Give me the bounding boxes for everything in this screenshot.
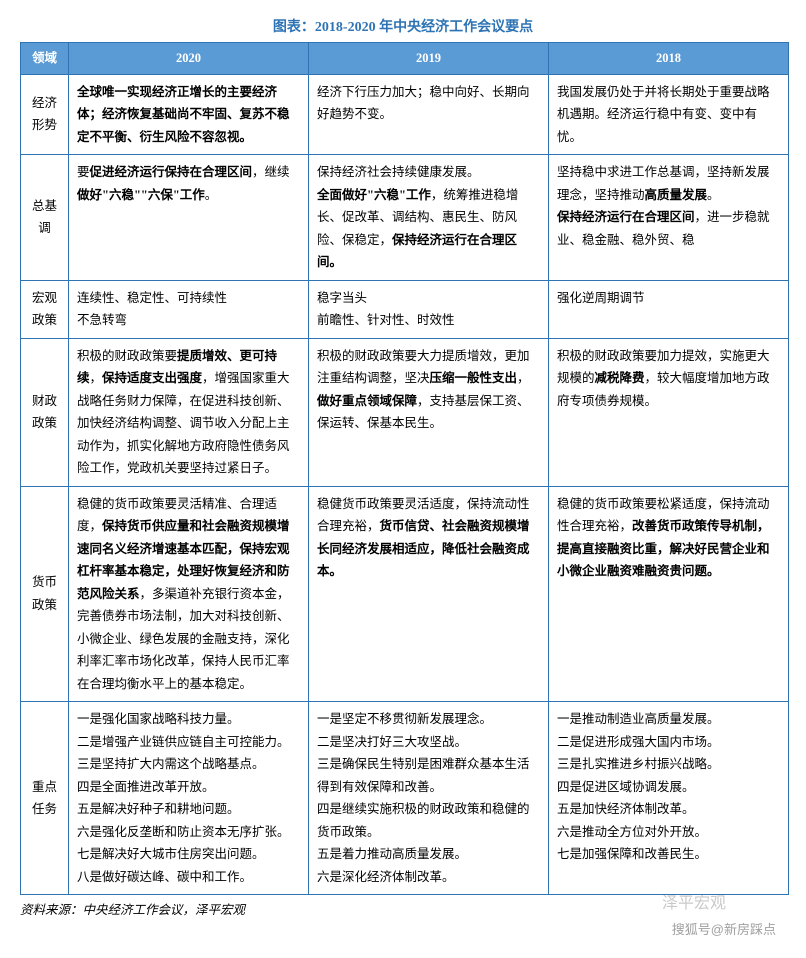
text-segment: 促进经济运行保持在合理区间 — [90, 165, 253, 179]
text-segment: ， — [517, 371, 530, 385]
table-row: 重点任务一是强化国家战略科技力量。二是增强产业链供应链自主可控能力。三是坚持扩大… — [21, 702, 789, 895]
text-segment: 强化逆周期调节 — [557, 291, 645, 305]
text-segment: 六是深化经济体制改革。 — [317, 870, 455, 884]
text-segment: 七是解决好大城市住房突出问题。 — [77, 847, 265, 861]
text-segment: 三是扎实推进乡村振兴战略。 — [557, 757, 720, 771]
text-segment: 一是坚定不移贯彻新发展理念。 — [317, 712, 492, 726]
text-segment: 压缩一般性支出 — [430, 371, 518, 385]
text-segment: 高质量发展 — [645, 188, 708, 202]
text-segment: 三是确保民生特别是困难群众基本生活得到有效保障和改善。 — [317, 757, 530, 794]
text-segment: 不急转弯 — [77, 313, 127, 327]
text-segment: ，继续 — [252, 165, 290, 179]
text-segment: 做好重点领域保障 — [317, 394, 417, 408]
content-cell: 稳健货币政策要灵活适度，保持流动性合理充裕，货币信贷、社会融资规模增长同经济发展… — [309, 486, 549, 702]
content-cell: 要促进经济运行保持在合理区间，继续做好"六稳""六保"工作。 — [69, 155, 309, 281]
table-row: 宏观政策连续性、稳定性、可持续性不急转弯稳字当头前瞻性、针对性、时效性强化逆周期… — [21, 280, 789, 338]
header-row: 领域 2020 2019 2018 — [21, 43, 789, 75]
text-segment: 二是促进形成强大国内市场。 — [557, 735, 720, 749]
text-segment: 连续性、稳定性、可持续性 — [77, 291, 227, 305]
domain-cell: 宏观政策 — [21, 280, 69, 338]
text-segment: ， — [90, 371, 103, 385]
col-header-2020: 2020 — [69, 43, 309, 75]
content-cell: 我国发展仍处于并将长期处于重要战略机遇期。经济运行稳中有变、变中有忧。 — [549, 74, 789, 155]
text-segment: 五是着力推动高质量发展。 — [317, 847, 467, 861]
text-segment: 减税降费 — [595, 371, 645, 385]
text-segment: 要 — [77, 165, 90, 179]
text-segment: 做好"六稳""六保"工作 — [77, 188, 205, 202]
content-cell: 稳字当头前瞻性、针对性、时效性 — [309, 280, 549, 338]
text-segment: 四是全面推进改革开放。 — [77, 780, 215, 794]
text-segment: 前瞻性、针对性、时效性 — [317, 313, 455, 327]
text-segment: 全球唯一实现经济正增长的主要经济体；经济恢复基础尚不牢固、复苏不稳定不平衡、衍生… — [77, 85, 290, 144]
text-segment: 全面做好"六稳"工作 — [317, 188, 431, 202]
text-segment: 八是做好碳达峰、碳中和工作。 — [77, 870, 252, 884]
content-cell: 一是强化国家战略科技力量。二是增强产业链供应链自主可控能力。三是坚持扩大内需这个… — [69, 702, 309, 895]
content-cell: 强化逆周期调节 — [549, 280, 789, 338]
text-segment: ，多渠道补充银行资本金，完善债券市场法制，加大对科技创新、小微企业、绿色发展的金… — [77, 587, 290, 691]
text-segment: 保持经济运行在合理区间 — [557, 210, 695, 224]
watermark-sohu: 搜狐号@新房踩点 — [672, 919, 776, 938]
text-segment: 保持适度支出强度 — [102, 371, 202, 385]
content-cell: 坚持稳中求进工作总基调，坚持新发展理念，坚持推动高质量发展。保持经济运行在合理区… — [549, 155, 789, 281]
col-header-2019: 2019 — [309, 43, 549, 75]
table-row: 货币政策稳健的货币政策要灵活精准、合理适度，保持货币供应量和社会融资规模增速同名… — [21, 486, 789, 702]
table-row: 总基调要促进经济运行保持在合理区间，继续做好"六稳""六保"工作。保持经济社会持… — [21, 155, 789, 281]
text-segment: 一是强化国家战略科技力量。 — [77, 712, 240, 726]
content-cell: 一是推动制造业高质量发展。二是促进形成强大国内市场。三是扎实推进乡村振兴战略。四… — [549, 702, 789, 895]
text-segment: 四是继续实施积极的财政政策和稳健的货币政策。 — [317, 802, 530, 839]
content-cell: 积极的财政政策要加力提效，实施更大规模的减税降费，较大幅度增加地方政府专项债券规… — [549, 338, 789, 486]
text-segment: 保持经济社会持续健康发展。 — [317, 165, 480, 179]
text-segment: 三是坚持扩大内需这个战略基点。 — [77, 757, 265, 771]
text-segment: 二是增强产业链供应链自主可控能力。 — [77, 735, 290, 749]
domain-cell: 财政政策 — [21, 338, 69, 486]
source-line: 资料来源：中央经济工作会议，泽平宏观 — [20, 899, 786, 918]
col-header-2018: 2018 — [549, 43, 789, 75]
text-segment: 五是加快经济体制改革。 — [557, 802, 695, 816]
text-segment: 积极的财政政策要 — [77, 349, 177, 363]
text-segment: 稳字当头 — [317, 291, 367, 305]
content-cell: 经济下行压力加大；稳中向好、长期向好趋势不变。 — [309, 74, 549, 155]
text-segment: 五是解决好种子和耕地问题。 — [77, 802, 240, 816]
content-cell: 连续性、稳定性、可持续性不急转弯 — [69, 280, 309, 338]
table-row: 财政政策积极的财政政策要提质增效、更可持续，保持适度支出强度，增强国家重大战略任… — [21, 338, 789, 486]
text-segment: ，增强国家重大战略任务财力保障，在促进科技创新、加快经济结构调整、调节收入分配上… — [77, 371, 290, 475]
domain-cell: 经济形势 — [21, 74, 69, 155]
text-segment: 六是强化反垄断和防止资本无序扩张。 — [77, 825, 290, 839]
text-segment: 四是促进区域协调发展。 — [557, 780, 695, 794]
content-cell: 稳健的货币政策要灵活精准、合理适度，保持货币供应量和社会融资规模增速同名义经济增… — [69, 486, 309, 702]
content-cell: 全球唯一实现经济正增长的主要经济体；经济恢复基础尚不牢固、复苏不稳定不平衡、衍生… — [69, 74, 309, 155]
domain-cell: 重点任务 — [21, 702, 69, 895]
text-segment: 七是加强保障和改善民生。 — [557, 847, 707, 861]
col-header-domain: 领域 — [21, 43, 69, 75]
main-table: 领域 2020 2019 2018 经济形势全球唯一实现经济正增长的主要经济体；… — [20, 42, 789, 895]
content-cell: 一是坚定不移贯彻新发展理念。二是坚决打好三大攻坚战。三是确保民生特别是困难群众基… — [309, 702, 549, 895]
text-segment: 经济下行压力加大； — [317, 85, 430, 99]
text-segment: 。 — [205, 188, 218, 202]
domain-cell: 货币政策 — [21, 486, 69, 702]
text-segment: 。 — [707, 188, 720, 202]
content-cell: 积极的财政政策要提质增效、更可持续，保持适度支出强度，增强国家重大战略任务财力保… — [69, 338, 309, 486]
text-segment: 二是坚决打好三大攻坚战。 — [317, 735, 467, 749]
content-cell: 保持经济社会持续健康发展。全面做好"六稳"工作，统筹推进稳增长、促改革、调结构、… — [309, 155, 549, 281]
text-segment: 六是推动全方位对外开放。 — [557, 825, 707, 839]
text-segment: 一是推动制造业高质量发展。 — [557, 712, 720, 726]
content-cell: 积极的财政政策要大力提质增效，更加注重结构调整，坚决压缩一般性支出，做好重点领域… — [309, 338, 549, 486]
chart-title: 图表：2018-2020 年中央经济工作会议要点 — [20, 16, 786, 36]
content-cell: 稳健的货币政策要松紧适度，保持流动性合理充裕，改善货币政策传导机制，提高直接融资… — [549, 486, 789, 702]
table-row: 经济形势全球唯一实现经济正增长的主要经济体；经济恢复基础尚不牢固、复苏不稳定不平… — [21, 74, 789, 155]
domain-cell: 总基调 — [21, 155, 69, 281]
